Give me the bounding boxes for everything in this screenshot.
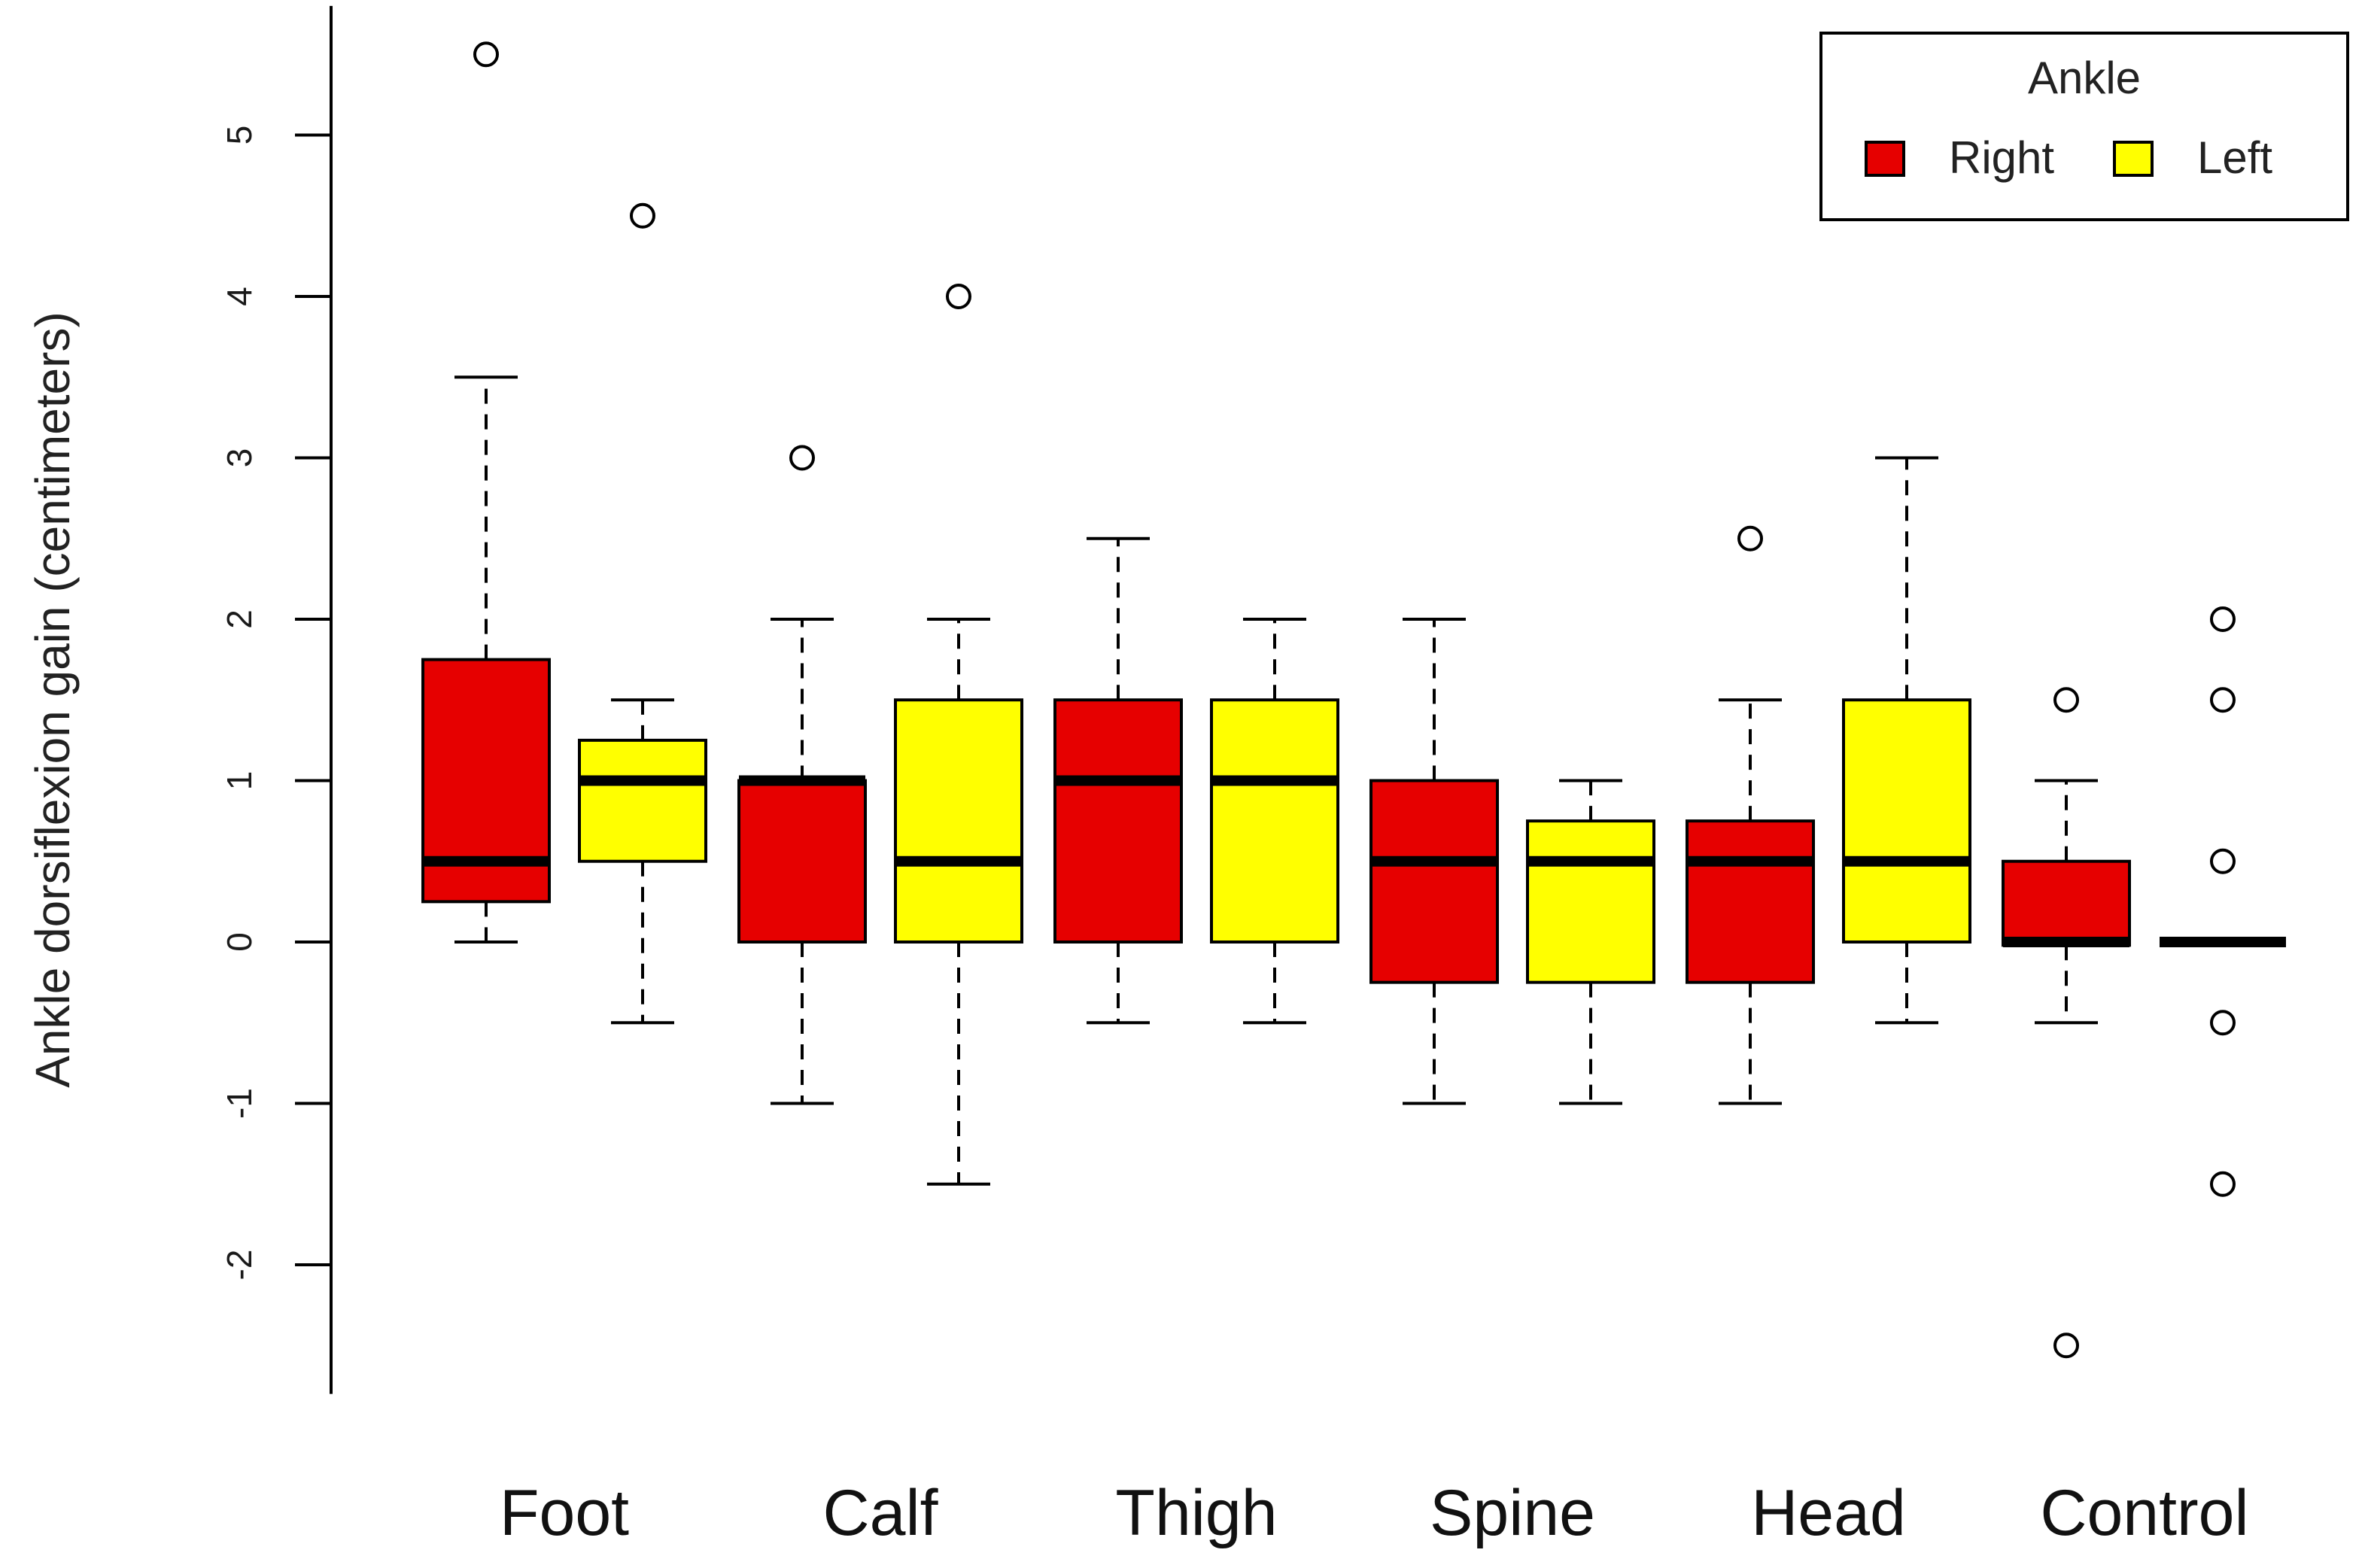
box-iqr <box>1526 819 1655 984</box>
legend-label-right: Right <box>1949 132 2054 183</box>
legend-swatch-left <box>2113 141 2154 177</box>
box-iqr <box>1369 779 1499 984</box>
box-left-calf <box>894 284 1023 1186</box>
y-tick-label: -1 <box>220 1088 259 1119</box>
box-left-spine <box>1526 779 1655 1105</box>
y-tick-label: -2 <box>220 1250 259 1281</box>
box-right-calf <box>737 445 867 1105</box>
y-axis-label: Ankle dorsiflexion gain (centimeters) <box>26 311 80 1088</box>
legend: Ankle Right Left <box>1819 32 2349 221</box>
outlier-point <box>630 202 655 229</box>
box-right-spine <box>1369 618 1499 1105</box>
plot-area <box>421 41 2286 1359</box>
category-label-foot: Foot <box>500 1477 629 1549</box>
category-label-control: Control <box>2040 1477 2248 1549</box>
category-label-spine: Spine <box>1430 1477 1595 1549</box>
box-right-control <box>2002 687 2131 1359</box>
outlier-point <box>2210 687 2236 713</box>
box-iqr <box>578 738 707 863</box>
legend-swatch-right <box>1865 141 1905 177</box>
box-left-head <box>1842 456 1971 1025</box>
legend-box <box>1819 32 2349 221</box>
legend-title: Ankle <box>2028 53 2141 103</box>
box-right-thigh <box>1053 536 1183 1025</box>
y-axis: -2 -1 0 1 2 3 4 5 <box>220 5 333 1394</box>
y-tick-label: 3 <box>220 448 259 468</box>
category-label-head: Head <box>1751 1477 1906 1549</box>
outlier-point <box>2053 1332 2079 1359</box>
y-tick-label: 5 <box>220 126 259 145</box>
box-iqr <box>2002 859 2131 947</box>
box-iqr <box>1686 819 1815 984</box>
category-label-calf: Calf <box>823 1477 939 1549</box>
category-label-thigh: Thigh <box>1115 1477 1277 1549</box>
outlier-point <box>2210 1171 2236 1197</box>
box-right-foot <box>421 41 551 944</box>
y-tick-label: 4 <box>220 287 259 306</box>
box-iqr <box>1053 698 1183 944</box>
box-left-control <box>2160 606 2286 1197</box>
category-labels: Foot Calf Thigh Spine Head Control <box>500 1477 2249 1549</box>
y-tick-label: 2 <box>220 609 259 629</box>
outlier-point <box>2210 848 2236 874</box>
box-iqr <box>1842 698 1971 944</box>
box-left-thigh <box>1210 618 1339 1025</box>
legend-label-left: Left <box>2197 132 2272 183</box>
outlier-point <box>2210 606 2236 632</box>
box-iqr <box>894 698 1023 944</box>
box-left-foot <box>578 202 707 1025</box>
box-right-head <box>1686 525 1815 1105</box>
outlier-point <box>2053 687 2079 713</box>
box-iqr <box>1210 698 1339 944</box>
outlier-point <box>946 284 971 309</box>
outlier-point <box>1737 525 1763 552</box>
outlier-point <box>2210 1010 2236 1036</box>
outlier-point <box>789 445 815 471</box>
y-tick-label: 1 <box>220 771 259 791</box>
outlier-point <box>473 41 499 68</box>
box-iqr <box>737 779 867 944</box>
y-tick-label: 0 <box>220 932 259 952</box>
